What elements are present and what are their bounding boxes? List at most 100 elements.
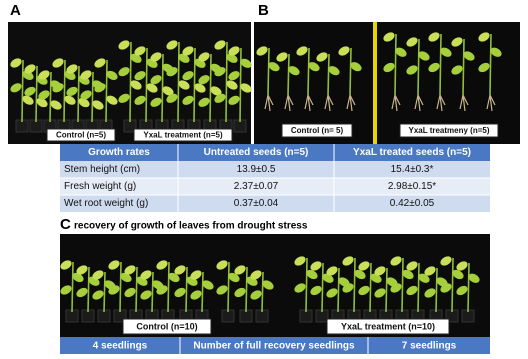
leaf: [406, 37, 418, 47]
stem: [63, 59, 66, 123]
panel-letter: B: [258, 2, 269, 19]
label-box: [46, 128, 116, 142]
leaf: [60, 285, 72, 295]
leaf: [358, 261, 370, 271]
table-row: [60, 178, 490, 195]
leaf: [294, 283, 306, 293]
leaf: [342, 283, 354, 293]
leaf: [202, 280, 214, 290]
stem: [462, 38, 465, 96]
leaf: [402, 269, 414, 280]
plants: [10, 40, 252, 133]
leaf: [326, 266, 338, 276]
leaf: [108, 285, 120, 295]
stem: [245, 266, 248, 313]
leaf: [316, 52, 328, 62]
leaf: [190, 270, 202, 280]
leaf: [294, 256, 306, 266]
leaf: [94, 58, 106, 68]
leaf: [24, 86, 36, 96]
stem: [49, 71, 52, 123]
leaf: [118, 40, 130, 50]
stem: [185, 266, 188, 313]
stem: [267, 47, 270, 96]
roots: [304, 94, 314, 112]
leaf: [296, 46, 308, 56]
roots: [459, 94, 469, 112]
leaf: [354, 269, 366, 280]
stem: [353, 257, 356, 313]
table-row: [60, 161, 490, 178]
roots: [414, 94, 424, 112]
leaf: [240, 58, 252, 68]
leaf: [468, 273, 480, 283]
leaf: [150, 75, 162, 85]
leaf: [490, 47, 502, 57]
photo-label: Control (n= 5): [291, 126, 344, 135]
table-cell: Wet root weight (g): [64, 198, 148, 209]
leaf: [106, 70, 118, 80]
leaf: [456, 285, 468, 296]
leaf: [146, 83, 158, 93]
photo-label: Control (n=10): [136, 321, 197, 331]
leaf: [156, 285, 168, 295]
leaf: [120, 272, 132, 283]
leaf: [256, 46, 268, 56]
leaf: [478, 32, 490, 42]
leaf: [92, 100, 104, 110]
leaf: [178, 53, 190, 63]
photo-label: YxaL treatment (n=5): [143, 131, 223, 140]
plants: [256, 32, 502, 112]
leaf: [150, 52, 162, 62]
leaf: [338, 46, 350, 56]
leaf: [130, 80, 142, 90]
stem: [167, 261, 170, 313]
leaf: [36, 98, 48, 108]
leaf: [72, 272, 84, 283]
plants: [60, 256, 480, 323]
leaf: [358, 285, 370, 296]
photo-label: YxaL treatmeny (n=5): [409, 126, 490, 135]
stem: [307, 47, 310, 96]
stem: [385, 267, 388, 313]
leaf: [328, 66, 340, 76]
leaf: [308, 62, 320, 72]
leaf: [418, 51, 430, 61]
leaf: [228, 272, 240, 283]
stem: [103, 271, 106, 313]
leaf: [174, 287, 186, 298]
leaf: [118, 67, 130, 77]
leaf: [228, 46, 240, 56]
leaf: [240, 83, 252, 93]
label-box: [122, 318, 212, 335]
leaf: [22, 95, 34, 105]
leaf: [342, 256, 354, 266]
leaf: [24, 64, 36, 74]
leaf: [216, 285, 228, 295]
photo-label: YxaL treatment (n=10): [341, 321, 435, 331]
leaf: [350, 62, 362, 72]
footer-bar: [60, 337, 490, 354]
leaf: [118, 93, 130, 103]
leaf: [162, 86, 174, 96]
table-cell: 2.98±0.15*: [388, 181, 436, 192]
leaf: [452, 269, 464, 280]
leaf: [140, 270, 152, 280]
leaf: [228, 71, 240, 81]
leaf: [182, 46, 194, 56]
table-header-cell: Growth rates: [88, 147, 150, 158]
label-box: [399, 123, 499, 138]
stem: [369, 262, 372, 313]
leaf: [130, 53, 142, 63]
stem: [21, 59, 24, 123]
roots: [346, 94, 356, 112]
leaf: [424, 266, 436, 276]
leaf: [10, 83, 22, 93]
leaf: [134, 46, 146, 56]
stem: [87, 266, 90, 313]
leaf: [250, 290, 262, 300]
photo-label: Control (n=5): [56, 131, 106, 140]
table-cell: 0.37±0.04: [234, 198, 279, 209]
leaf: [383, 32, 395, 42]
